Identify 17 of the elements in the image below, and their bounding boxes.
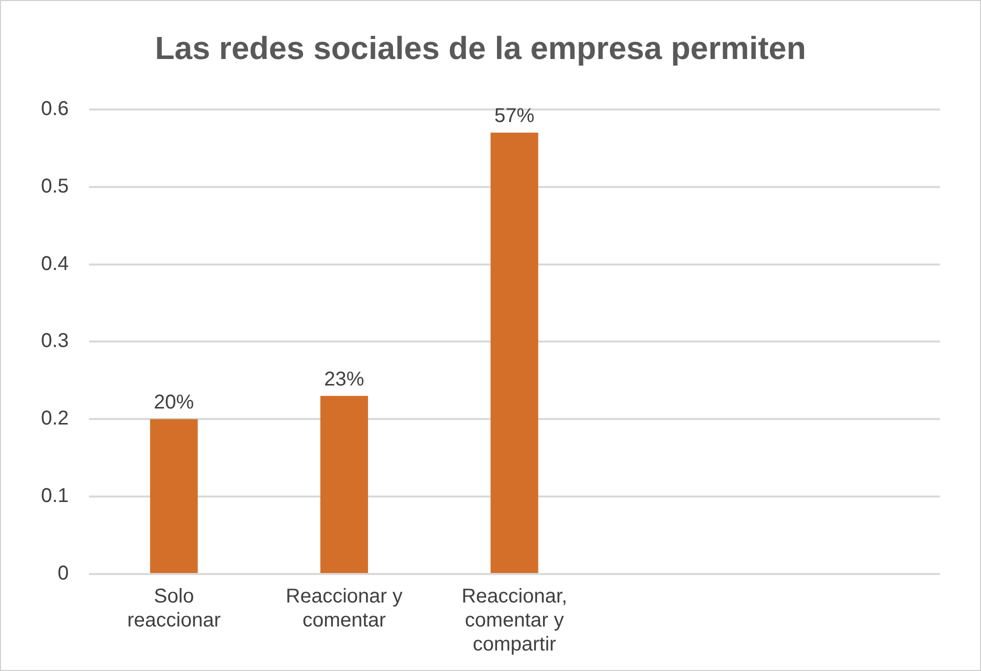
y-tick-label: 0.1	[40, 485, 69, 508]
x-tick-label: Solo reaccionar	[127, 586, 221, 632]
bar	[490, 132, 538, 573]
data-label: 20%	[154, 392, 194, 414]
y-tick-label: 0.5	[40, 175, 69, 198]
y-tick-label: 0.6	[40, 98, 69, 120]
bar	[150, 419, 198, 573]
x-tick-label: Reaccionar y comentar	[286, 586, 403, 632]
y-tick-label: 0.3	[40, 330, 69, 352]
data-label: 23%	[324, 368, 364, 390]
data-label: 57%	[494, 105, 535, 128]
y-tick-label: 0.4	[40, 252, 69, 275]
chart-title: Las redes sociales de la empresa permiten	[155, 30, 806, 66]
x-tick-label: Reaccionar, comentar y compartir	[462, 586, 568, 656]
y-tick-label: 0.2	[40, 408, 69, 430]
bar	[320, 396, 368, 573]
y-tick-label: 0	[58, 562, 69, 585]
